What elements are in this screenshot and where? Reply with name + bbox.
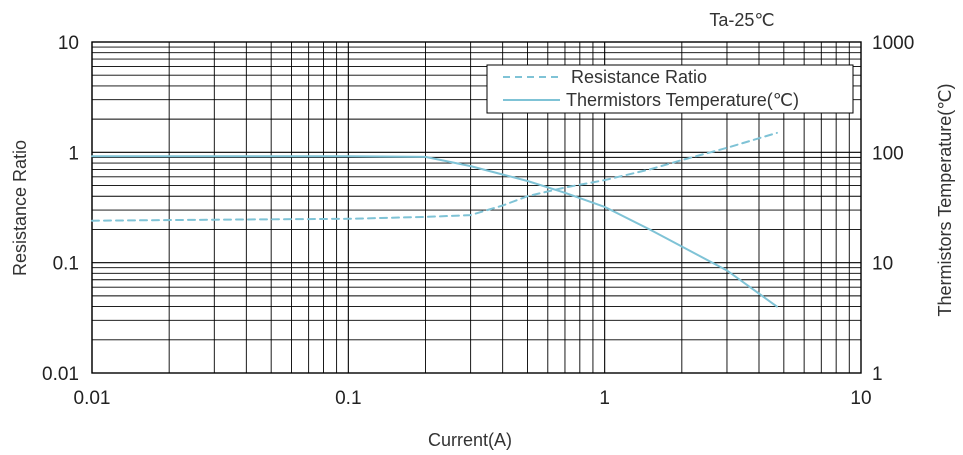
y-left-tick-label: 0.1: [53, 254, 79, 275]
y-left-tick-label: 1: [68, 143, 79, 164]
x-tick-label: 10: [850, 388, 871, 409]
series-line-thermistors-temperature: [91, 155, 778, 308]
y-right-tick-label: 1000: [872, 33, 914, 54]
x-axis-title: Current(A): [428, 430, 512, 450]
legend: Resistance Ratio Thermistors Temperature…: [486, 64, 854, 114]
y-axis-title-right: Thermistors Temperature(℃): [935, 84, 955, 317]
y-axis-title-left: Resistance Ratio: [10, 140, 30, 276]
y-right-tick-label: 1: [872, 364, 883, 385]
legend-label-thermistors-temperature: Thermistors Temperature(℃): [566, 90, 799, 110]
plot-frame: [91, 41, 862, 374]
x-tick-label: 1: [599, 388, 610, 409]
legend-label-resistance-ratio: Resistance Ratio: [571, 67, 707, 87]
series-layer: [91, 131, 778, 308]
grid: [91, 42, 861, 374]
legend-box: [486, 64, 854, 114]
y-left-tick-label: 10: [58, 33, 79, 54]
series-line-resistance-ratio: [91, 131, 778, 222]
x-tick-label: 0.01: [74, 388, 111, 409]
y-right-tick-label: 10: [872, 254, 893, 275]
y-left-tick-label: 0.01: [42, 364, 79, 385]
y-right-tick-label: 100: [872, 143, 904, 164]
x-tick-label: 0.1: [335, 388, 361, 409]
annotation-ta25: Ta-25℃: [709, 10, 774, 30]
